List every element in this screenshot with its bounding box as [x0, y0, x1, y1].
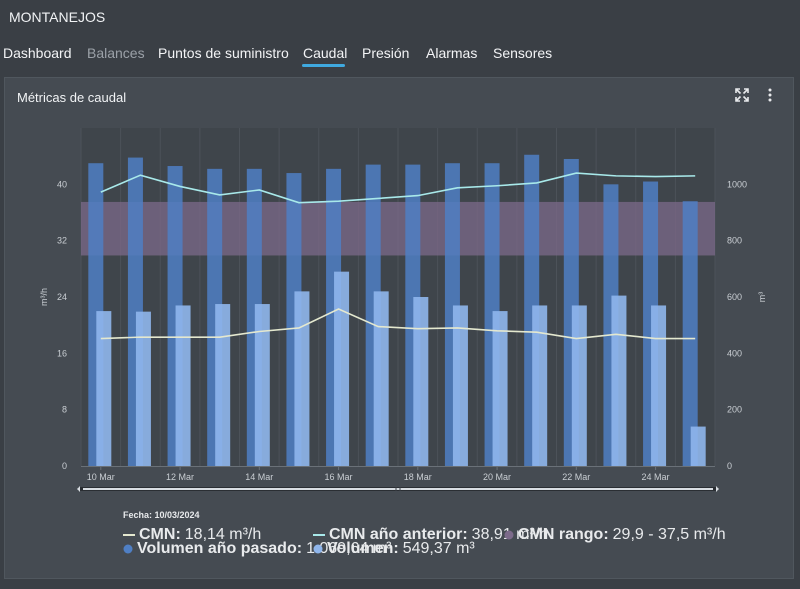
- x-tick-label: 20 Mar: [483, 472, 511, 482]
- y-left-tick-label: 32: [57, 236, 67, 246]
- x-tick-label: 22 Mar: [562, 472, 590, 482]
- y-right-tick-label: 200: [727, 405, 742, 415]
- legend-line-marker: [313, 534, 325, 536]
- y-right-tick-label: 800: [727, 236, 742, 246]
- legend-line-marker: [123, 534, 135, 536]
- x-tick-label: 16 Mar: [325, 472, 353, 482]
- legend-label: CMN rango:: [518, 526, 609, 543]
- legend-label: CMN:: [139, 526, 181, 543]
- x-tick-label: 14 Mar: [245, 472, 273, 482]
- bar-volume: [175, 305, 191, 466]
- line-cmn: [100, 308, 696, 340]
- bar-volume: [294, 291, 310, 466]
- legend-value: 549,37 m³: [402, 540, 475, 557]
- x-tick-label: 12 Mar: [166, 472, 194, 482]
- scrollbar-thumb: [83, 488, 713, 490]
- bar-volume: [373, 291, 389, 466]
- bar-volume: [651, 305, 667, 466]
- flow-metrics-card: Métricas de caudal 0 8 16 24 32 40 0 200 400 600 8…: [4, 77, 794, 579]
- bar-volume: [135, 311, 151, 466]
- y-left-axis-label: m³/h: [39, 288, 49, 306]
- tab-alarmas[interactable]: Alarmas: [426, 45, 478, 61]
- bar-volume: [492, 311, 508, 466]
- bar-volume: [413, 297, 429, 466]
- legend-date: Fecha: 10/03/2024: [123, 510, 200, 520]
- active-tab-indicator: [302, 64, 345, 67]
- scroll-left-arrow: [77, 486, 80, 492]
- y-left-tick-label: 24: [57, 292, 67, 302]
- legend-item-volume-prev[interactable]: Volumen año pasado: 1.069,64 m³: [123, 540, 391, 558]
- scroll-right-arrow: [716, 486, 719, 492]
- y-left-tick-label: 40: [57, 179, 67, 189]
- x-tick-label: 24 Mar: [642, 472, 670, 482]
- bar-volume: [571, 305, 587, 466]
- legend-value: 18,14 m³/h: [184, 526, 262, 543]
- legend-item-cmn-prev[interactable]: CMN año anterior: 38,91 m³/h: [313, 526, 548, 544]
- x-tick-label: 18 Mar: [404, 472, 432, 482]
- tab-dashboard[interactable]: Dashboard: [3, 45, 72, 61]
- x-tick-label: 10 Mar: [87, 472, 115, 482]
- more-vertical-icon[interactable]: [761, 86, 779, 104]
- bar-volume: [452, 305, 468, 466]
- legend-item-cmn-range[interactable]: CMN rango: 29,9 - 37,5 m³/h: [504, 526, 726, 544]
- bar-volume: [690, 426, 706, 466]
- legend-label: Volumen año pasado:: [137, 540, 303, 557]
- chart-area: 0 8 16 24 32 40 0 200 400 600 800 1000 m³/h m³ 10 Mar 1…: [5, 115, 793, 577]
- tab-caudal[interactable]: Caudal: [303, 45, 348, 61]
- y-left-tick-label: 0: [62, 461, 67, 471]
- y-right-axis-label: m³: [757, 292, 767, 303]
- bar-volume-prev-year: [682, 201, 698, 466]
- y-right-tick-label: 600: [727, 292, 742, 302]
- tab-balances[interactable]: Balances: [87, 45, 145, 61]
- expand-icon[interactable]: [733, 86, 751, 104]
- legend-item-cmn[interactable]: CMN: 18,14 m³/h: [123, 526, 261, 544]
- legend-value: 1.069,64 m³: [306, 540, 392, 557]
- legend-dot-marker: [313, 544, 323, 554]
- y-right-tick-label: 0: [727, 461, 732, 471]
- bar-volume: [334, 271, 350, 466]
- app-title: MONTANEJOS: [9, 9, 106, 25]
- legend-dot-marker: [504, 530, 514, 540]
- y-right-tick-label: 1000: [727, 179, 747, 189]
- legend-label: CMN año anterior:: [329, 526, 468, 543]
- bar-volume: [215, 304, 231, 466]
- y-right-tick-label: 400: [727, 348, 742, 358]
- y-left-tick-label: 16: [57, 348, 67, 358]
- legend-label: Volumen:: [327, 540, 399, 557]
- bar-volume: [254, 304, 270, 466]
- bar-volume: [611, 295, 627, 466]
- legend-value: 29,9 - 37,5 m³/h: [612, 526, 726, 543]
- line-cmn-prev-year: [100, 172, 696, 204]
- y-left-tick-label: 8: [62, 405, 67, 415]
- card-title: Métricas de caudal: [17, 90, 127, 105]
- tab-puntos-de-suministro[interactable]: Puntos de suministro: [158, 45, 289, 61]
- bar-volume: [96, 311, 112, 466]
- legend-dot-marker: [123, 544, 133, 554]
- tab-presion[interactable]: Presión: [362, 45, 410, 61]
- bar-volume: [532, 305, 548, 466]
- tab-sensores[interactable]: Sensores: [493, 45, 553, 61]
- legend-item-volume[interactable]: Volumen: 549,37 m³: [313, 540, 475, 558]
